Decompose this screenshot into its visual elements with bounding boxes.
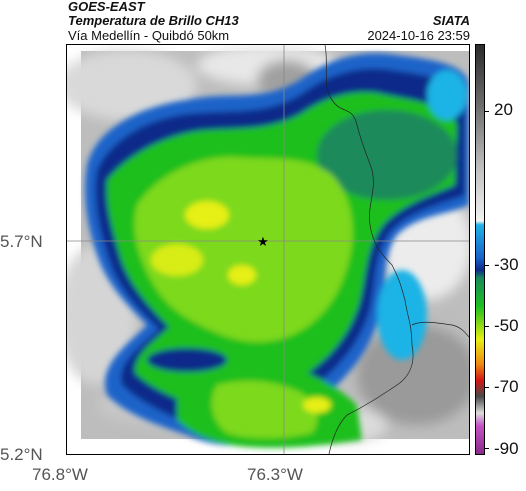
y-tick-2: 5.2°N bbox=[0, 445, 43, 464]
satellite-map: ★ bbox=[66, 44, 470, 455]
temperature-colorbar bbox=[475, 44, 485, 455]
x-tick-2: 76.3°W bbox=[247, 465, 303, 484]
colorbar-gradient bbox=[476, 45, 484, 454]
datetime-label: 2024-10-16 23:59 bbox=[367, 28, 470, 43]
cloud-shield bbox=[85, 53, 469, 448]
cb-tick-mark-2 bbox=[485, 265, 489, 266]
x-tick-1: 76.8°W bbox=[32, 465, 88, 484]
y-tick-1: 5.7°N bbox=[0, 232, 43, 251]
border-line-east bbox=[411, 321, 469, 338]
cb-tick-label-4: -70 bbox=[494, 377, 519, 396]
satellite-title: GOES-EAST bbox=[68, 0, 145, 14]
cb-tick-label-1: 20 bbox=[494, 100, 513, 119]
cb-tick-label-3: -50 bbox=[494, 316, 519, 335]
city-marker-star: ★ bbox=[257, 234, 269, 249]
cb-tick-mark-4 bbox=[485, 387, 489, 388]
cb-tick-label-2: -30 bbox=[494, 255, 519, 274]
cb-tick-mark-1 bbox=[485, 111, 489, 112]
agency-label: SIATA bbox=[432, 13, 470, 28]
cb-tick-mark-3 bbox=[485, 326, 489, 327]
brightness-temperature-field: ★ bbox=[67, 45, 469, 454]
region-subtitle: Vía Medellín - Quibdó 50km bbox=[68, 28, 230, 43]
product-title: Temperatura de Brillo CH13 bbox=[68, 13, 239, 28]
border-line bbox=[324, 45, 414, 454]
cb-tick-label-5: -90 bbox=[494, 439, 519, 458]
cb-tick-mark-5 bbox=[485, 448, 489, 449]
